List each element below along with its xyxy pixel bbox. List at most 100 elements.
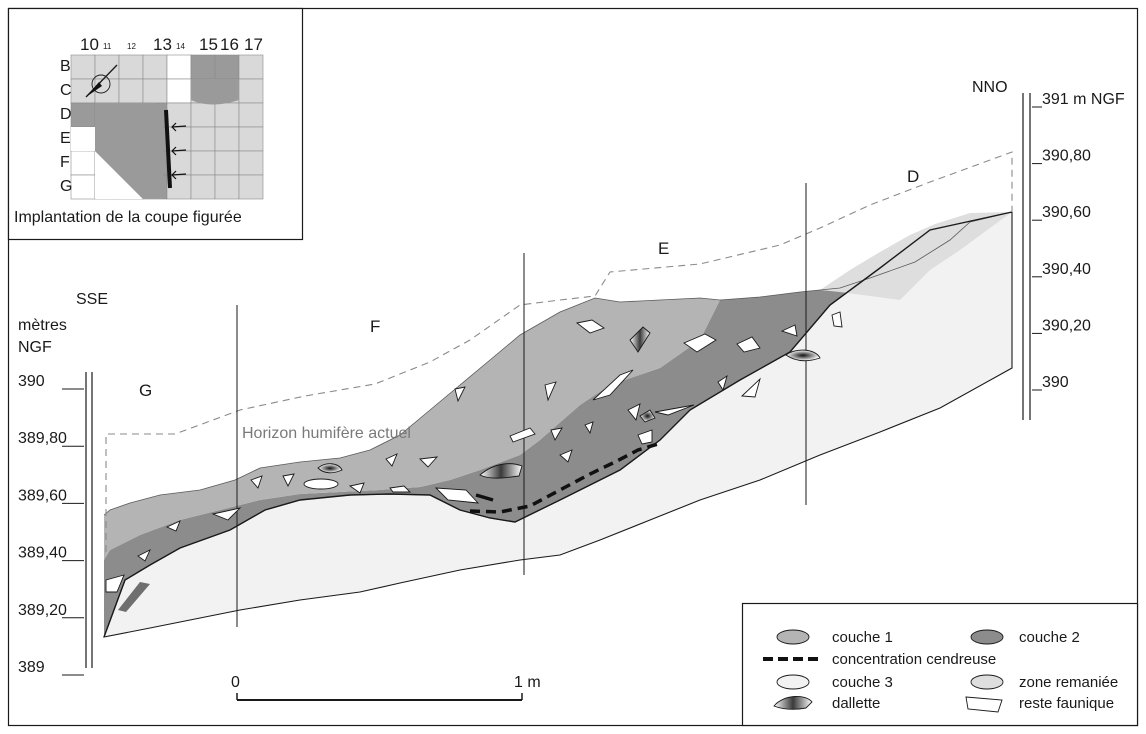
fragment	[683, 333, 717, 353]
right-tick-label: 391 m NGF	[1042, 91, 1125, 108]
inset-row-label: F	[60, 154, 70, 171]
inset-grid-cell	[190, 174, 216, 200]
inset-grid-cell	[118, 78, 144, 104]
inset-grid-cell	[70, 174, 96, 200]
couche-2-layer	[104, 230, 950, 637]
base-boundary-line	[103, 211, 1013, 638]
fragment	[389, 485, 412, 493]
section-label-f: F	[370, 317, 380, 336]
inset-column-label: 14	[176, 42, 185, 51]
inset-section-line	[164, 109, 172, 189]
inset-grid-cell	[166, 78, 192, 104]
humic-horizon-label: Horizon humifère actuel	[242, 425, 411, 442]
inset-grid-cell	[166, 54, 192, 80]
left-unit-line1: mètres	[18, 317, 67, 334]
inset-column-label: 11	[103, 42, 112, 51]
inset-row-label: C	[60, 82, 72, 99]
inset-grid-cell	[70, 150, 96, 176]
faunal-remains	[317, 326, 821, 479]
inset-grid-cell	[238, 102, 264, 128]
fragment	[740, 377, 761, 398]
fragment	[584, 421, 594, 435]
inset-row-label: D	[60, 106, 72, 123]
section-label-d: D	[907, 167, 919, 186]
fragment	[831, 311, 843, 328]
bone-fragment	[785, 349, 821, 362]
inset-grid-cell	[190, 102, 216, 128]
inset-grid-cell	[166, 174, 192, 200]
figure-frame	[7, 7, 1139, 727]
right-tick-label: 390,20	[1042, 317, 1091, 334]
inset-grid-cell	[238, 78, 264, 104]
inset-grid-cell	[238, 174, 264, 200]
inset-column-label: 17	[244, 35, 263, 54]
legend-label-couche1: couche 1	[832, 629, 893, 646]
humic-horizon-outline	[105, 151, 1013, 600]
inset-grid-cell	[214, 54, 240, 80]
bone-fragment	[629, 326, 651, 353]
left-elevation-scale: mètres NGF 390 389,80 389,60 389,40 389,20 38…	[18, 317, 93, 676]
legend-label-faune: reste faunique	[1019, 695, 1114, 712]
fragment	[250, 475, 263, 489]
fragment	[105, 574, 125, 593]
section-label-e: E	[658, 239, 669, 258]
left-unit-line2: NGF	[18, 339, 52, 356]
scale-bar: 0 1 m	[231, 674, 541, 701]
fragment	[385, 453, 398, 467]
right-tick-label: 390,80	[1042, 148, 1091, 165]
inset-column-label: 12	[127, 42, 136, 51]
fragment	[211, 507, 242, 521]
fragment	[509, 427, 536, 443]
fragment	[303, 478, 339, 490]
legend-swatch-faune	[965, 696, 1003, 713]
fragment	[454, 386, 466, 403]
inset-grid-cell	[166, 102, 192, 128]
orientation-right-label: NNO	[972, 79, 1008, 96]
fragment	[137, 549, 151, 562]
couche-1-layer	[104, 298, 720, 560]
bone-fragment	[639, 409, 656, 423]
inset-caption: Implantation de la coupe figurée	[14, 209, 242, 226]
inset-grid-cell	[70, 102, 96, 128]
left-tick-label: 390	[18, 373, 45, 390]
inset-grid-cell	[214, 102, 240, 128]
fragment	[717, 374, 728, 392]
dallette-fragments	[105, 311, 843, 593]
inset-excavated-area	[191, 79, 239, 105]
ash-concentration-line	[469, 442, 659, 514]
legend-swatch-couche1	[776, 629, 810, 645]
fragment	[559, 449, 573, 463]
inset-grid-cell	[238, 126, 264, 152]
left-tick-label: 389,80	[18, 430, 67, 447]
legend-label-couche3: couche 3	[832, 674, 893, 691]
scale-start-label: 0	[231, 674, 240, 691]
bone-fragment	[317, 463, 343, 474]
right-tick-label: 390,60	[1042, 204, 1091, 221]
legend-label-dallette: dallette	[832, 695, 880, 712]
orientation-left-label: SSE	[76, 291, 108, 308]
fragment	[736, 336, 761, 353]
inset-grid-cell	[190, 150, 216, 176]
fragment	[282, 473, 295, 488]
inset-grid-cell	[166, 126, 192, 152]
left-tick-label: 389,20	[18, 602, 67, 619]
fragment	[544, 381, 557, 402]
inset-column-label: 10	[80, 35, 99, 54]
inset-row-label: E	[60, 130, 71, 147]
inset-column-label: 16	[220, 35, 239, 54]
bone-fragment	[479, 463, 523, 479]
left-tick-label: 389,60	[18, 487, 67, 504]
inset-grid-cell	[214, 150, 240, 176]
left-dark-fragment	[118, 582, 150, 612]
fragment	[780, 324, 798, 337]
inset-grid-cell	[214, 126, 240, 152]
legend-label-couche2: couche 2	[1019, 629, 1080, 646]
inset-row-label: B	[60, 58, 71, 75]
inset-excavated-area	[95, 103, 163, 199]
inset-grid-cell	[190, 126, 216, 152]
north-arrow-icon	[85, 64, 118, 98]
section-verticals	[236, 183, 807, 627]
legend-label-cendre: concentration cendreuse	[832, 651, 996, 668]
